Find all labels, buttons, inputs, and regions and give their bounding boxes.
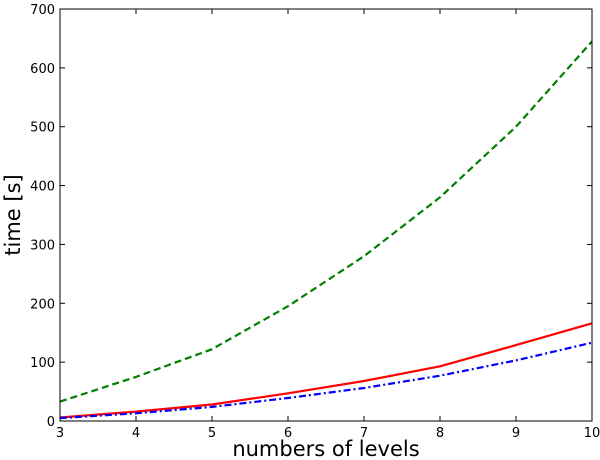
y-tick-label: 100 bbox=[30, 356, 55, 371]
y-tick-label: 0 bbox=[47, 415, 55, 430]
series-line-1 bbox=[59, 40, 593, 403]
x-axis-title: numbers of levels bbox=[232, 437, 419, 460]
y-axis-title: time [s] bbox=[1, 174, 25, 255]
y-tick-label: 400 bbox=[30, 180, 55, 195]
plot-frame bbox=[59, 8, 593, 422]
y-axis: 0 100 200 300 400 500 600 700 bbox=[30, 3, 592, 430]
x-tick-label: 9 bbox=[512, 426, 520, 441]
x-tick-label: 6 bbox=[284, 426, 292, 441]
x-tick-label: 4 bbox=[132, 426, 140, 441]
x-tick-label: 10 bbox=[584, 426, 600, 441]
series-line-3 bbox=[59, 341, 593, 420]
series-layer bbox=[59, 40, 593, 420]
y-tick-label: 700 bbox=[30, 3, 55, 18]
x-tick-label: 7 bbox=[360, 426, 368, 441]
y-tick-label: 600 bbox=[30, 62, 55, 77]
x-tick-label: 3 bbox=[56, 426, 64, 441]
series-line-2 bbox=[59, 322, 593, 419]
y-tick-label: 300 bbox=[30, 238, 55, 253]
y-tick-label: 200 bbox=[30, 297, 55, 312]
x-tick-label: 5 bbox=[208, 426, 216, 441]
x-tick-label: 8 bbox=[436, 426, 444, 441]
x-axis: 3 4 5 6 7 8 9 10 bbox=[56, 9, 600, 441]
y-tick-label: 500 bbox=[30, 121, 55, 136]
